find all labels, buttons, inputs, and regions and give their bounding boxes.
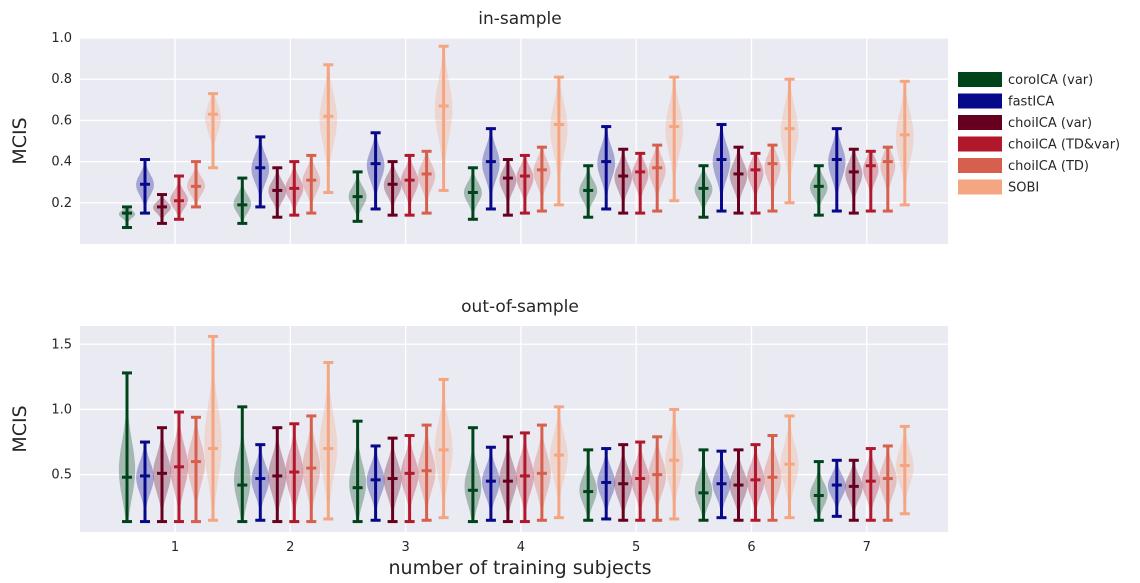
- legend-swatch: [958, 72, 1002, 87]
- y-tick-label: 1.5: [51, 337, 72, 352]
- violins-out-of-sample: [118, 334, 914, 524]
- plot-area-out-of-sample: [80, 326, 948, 532]
- legend-swatch: [958, 179, 1002, 195]
- panel-out-of-sample: out-of-sample 0.5 1.0 1.5 1 2 3 4 5 6 7 MCIS num…: [9, 297, 948, 579]
- x-tick-label: 5: [632, 540, 640, 555]
- legend-swatch: [958, 158, 1002, 173]
- gridlines-out-of-sample: [80, 326, 948, 532]
- x-tick-label: 2: [286, 540, 294, 555]
- legend: coroICA (var) fastICA choiICA (var) choiICA…: [958, 72, 1120, 196]
- y-tick-label: 0.2: [51, 196, 72, 211]
- x-tick-label: 7: [863, 540, 871, 555]
- x-tick-label: 6: [747, 540, 755, 555]
- y-axis-label-in-sample: MCIS: [9, 117, 31, 164]
- plot-area-in-sample: [80, 38, 948, 244]
- gridlines-in-sample: [80, 37, 948, 244]
- x-tick-label: 4: [517, 540, 525, 555]
- x-tick-label: 3: [401, 540, 409, 555]
- legend-label: coroICA (var): [1008, 73, 1093, 88]
- violins-in-sample: [118, 44, 914, 230]
- legend-label: SOBI: [1008, 181, 1039, 196]
- legend-label: choiICA (var): [1008, 116, 1092, 131]
- y-tick-label: 0.5: [51, 468, 72, 483]
- y-tick-label: 1.0: [51, 31, 72, 46]
- x-ticks-out-of-sample: 1 2 3 4 5 6 7: [171, 540, 871, 555]
- legend-label: choiICA (TD&var): [1008, 138, 1120, 153]
- legend-swatch: [958, 93, 1002, 109]
- legend-swatch: [958, 115, 1002, 130]
- panel-in-sample: in-sample 0.2 0.4 0.6 0.8 1.0 MCIS: [9, 9, 948, 244]
- legend-label: fastICA: [1008, 95, 1054, 110]
- x-axis-label: number of training subjects: [389, 557, 652, 579]
- y-ticks-in-sample: 0.2 0.4 0.6 0.8 1.0: [51, 31, 72, 211]
- y-tick-label: 0.8: [51, 72, 72, 87]
- x-tick-label: 1: [171, 540, 179, 555]
- legend-swatch: [958, 136, 1002, 152]
- y-axis-label-out-of-sample: MCIS: [9, 405, 31, 452]
- y-ticks-out-of-sample: 0.5 1.0 1.5: [51, 337, 72, 482]
- panel-title-out-of-sample: out-of-sample: [461, 297, 579, 317]
- panel-title-in-sample: in-sample: [478, 9, 561, 29]
- y-tick-label: 0.4: [51, 155, 72, 170]
- y-tick-label: 1.0: [51, 402, 72, 417]
- y-tick-label: 0.6: [51, 113, 72, 128]
- legend-label: choiICA (TD): [1008, 159, 1089, 174]
